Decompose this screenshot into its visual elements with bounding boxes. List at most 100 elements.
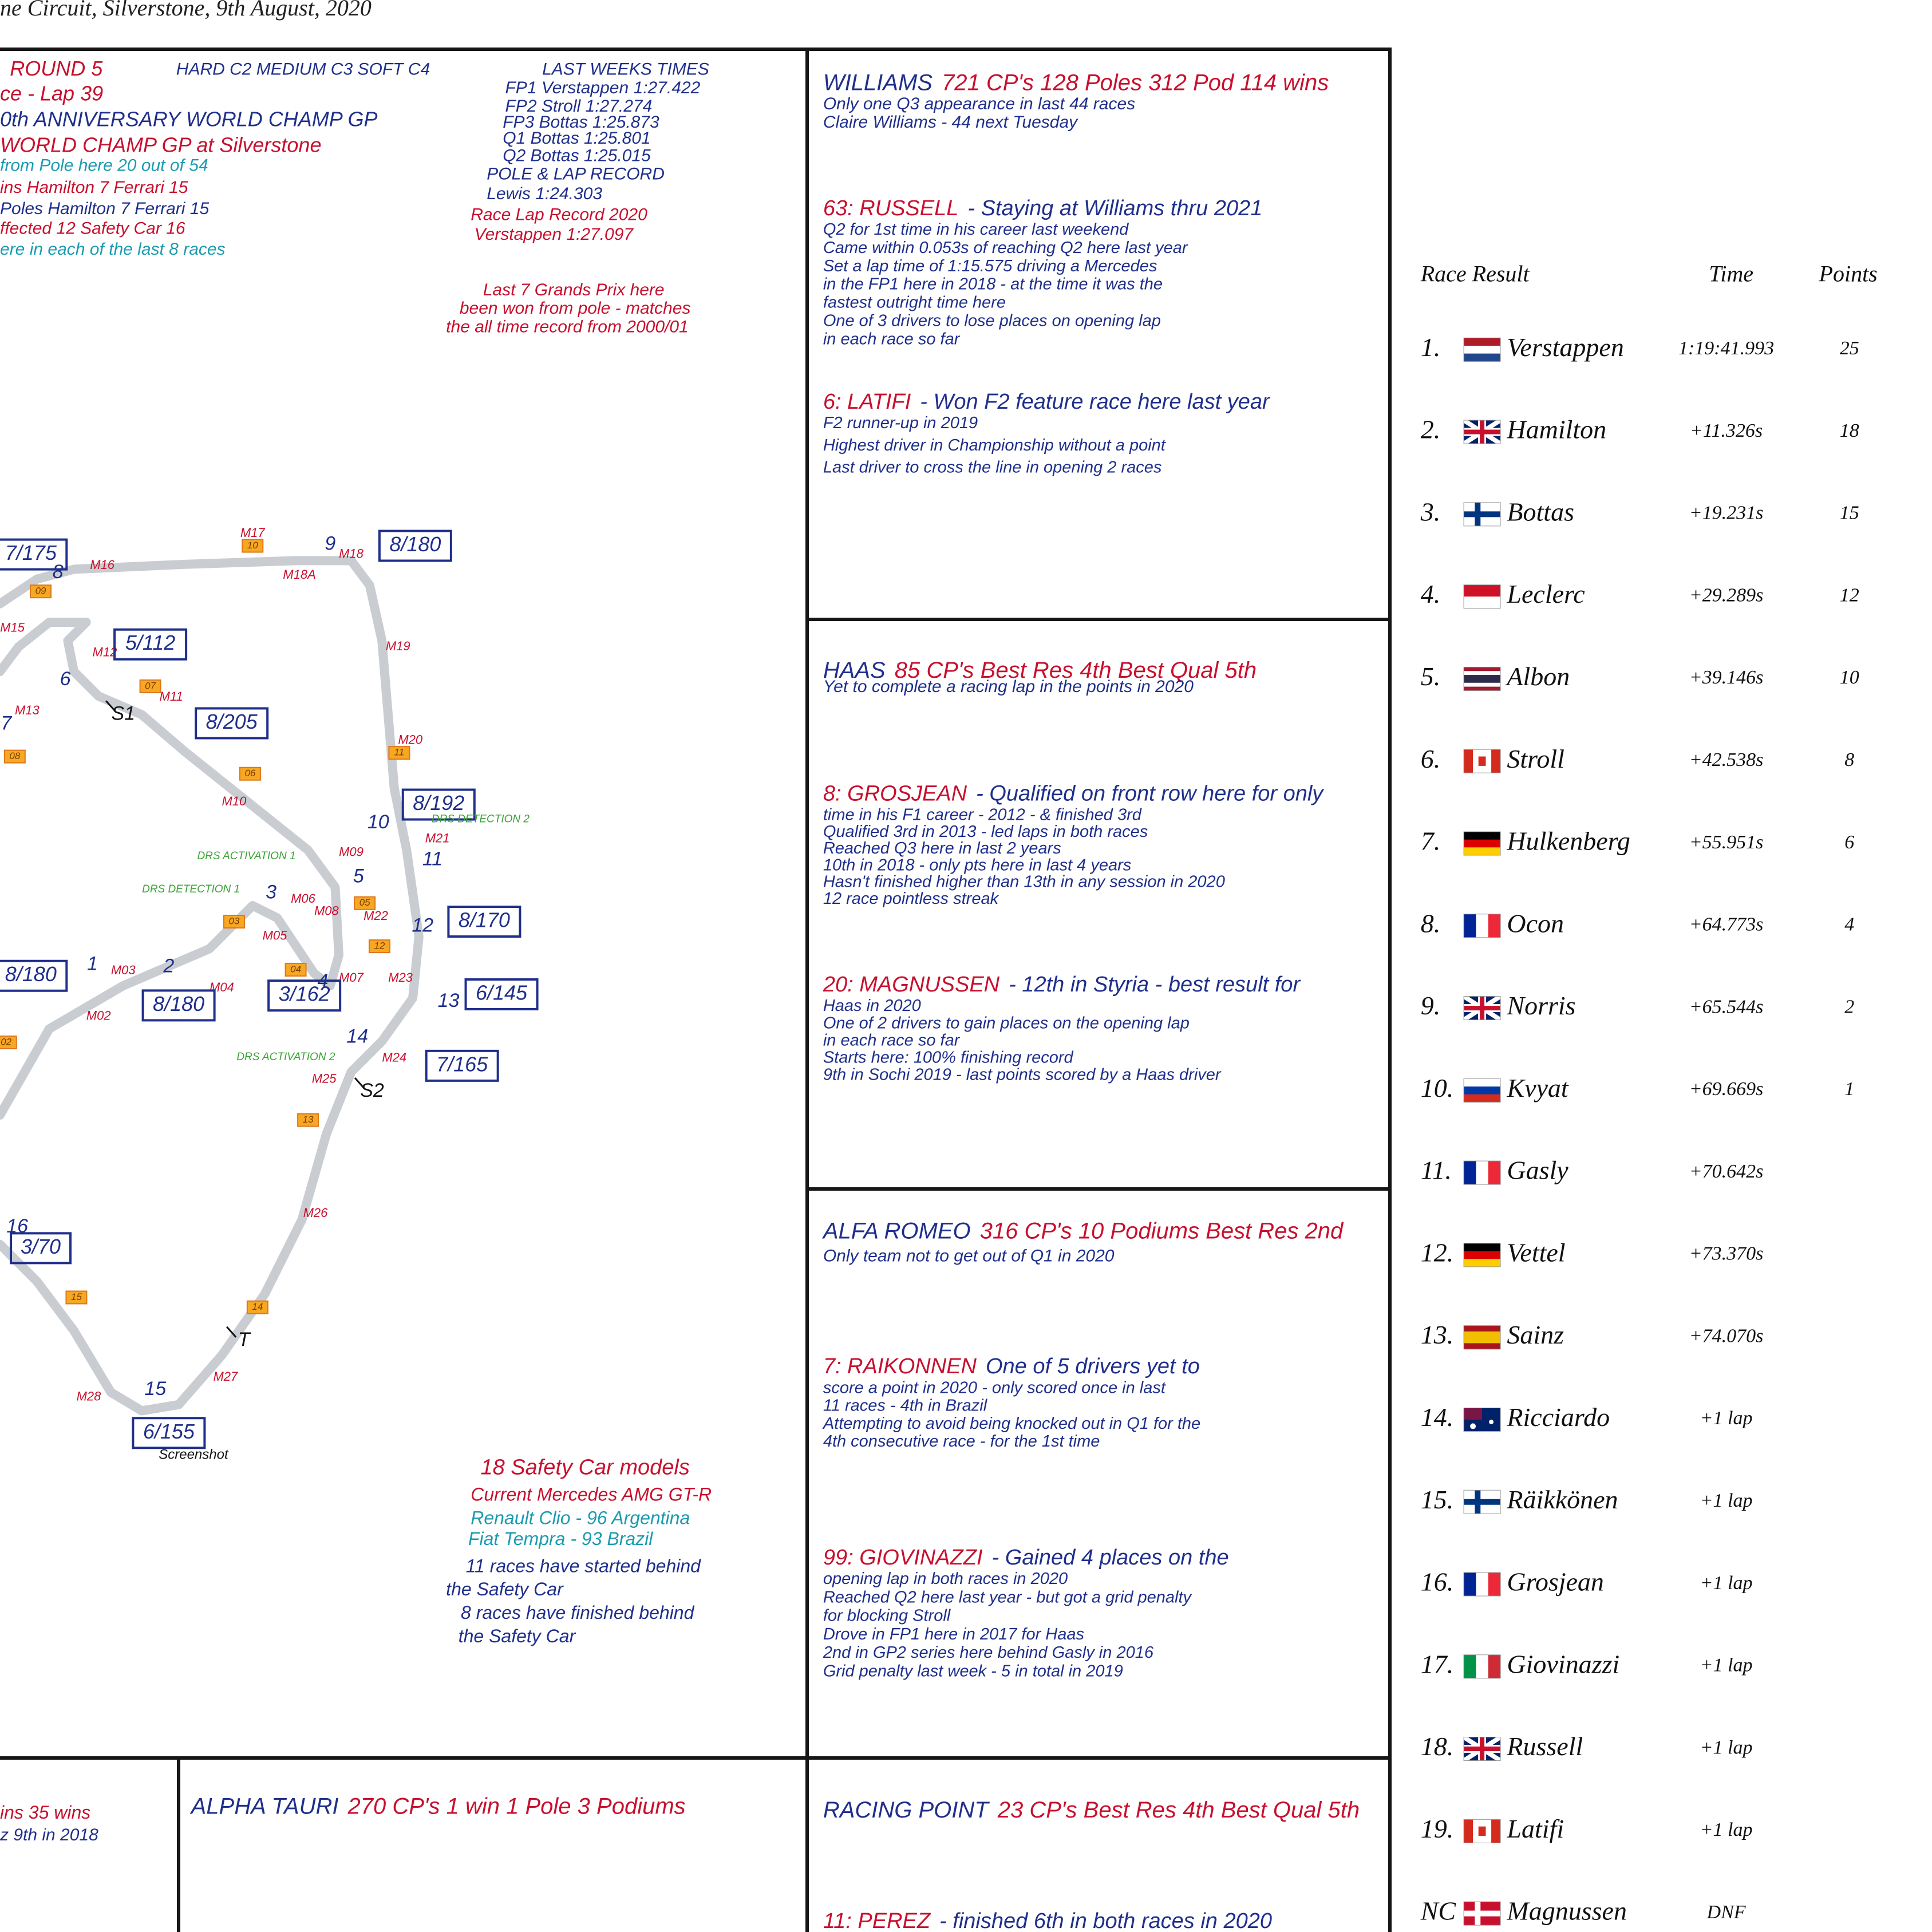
- drs-label: DRS ACTIVATION 1: [197, 850, 295, 862]
- header-location: ne Circuit, Silverstone, 9th August, 202…: [0, 0, 372, 21]
- safety-car-note: Fiat Tempra - 93 Brazil: [468, 1528, 653, 1549]
- flag-border: [1463, 1490, 1501, 1514]
- result-position: 7.: [1421, 827, 1441, 856]
- result-time: DNF: [1706, 1902, 1747, 1923]
- marker-label: M24: [382, 1050, 406, 1065]
- result-position: 12.: [1421, 1238, 1454, 1267]
- speed-label: 7/165: [436, 1052, 488, 1076]
- board-number: 12: [374, 941, 385, 951]
- driver-note: 12 race pointless streak: [823, 890, 999, 908]
- corner-number: 2: [163, 955, 174, 977]
- board-number: 15: [71, 1291, 82, 1302]
- result-time: +1 lap: [1700, 1573, 1753, 1594]
- sector-tick: [226, 1326, 237, 1338]
- fragment-note: z 9th in 2018: [0, 1826, 98, 1844]
- marker-label: M22: [364, 908, 388, 923]
- corner-number: 13: [438, 990, 460, 1012]
- flag-stripe: [1464, 1243, 1501, 1252]
- marker-label: M23: [388, 970, 413, 985]
- note-line: HAAS 85 CP's Best Res 4th Best Qual 5th: [823, 658, 1257, 683]
- flag-stripe: [1464, 667, 1501, 671]
- result-position: 5.: [1421, 662, 1441, 691]
- result-position: 1.: [1421, 333, 1441, 362]
- flag-border: [1463, 584, 1501, 609]
- flag-stripe: [1464, 1086, 1501, 1095]
- sector-label: S2: [360, 1080, 384, 1101]
- flag-stripe: [1464, 1654, 1476, 1678]
- driver-note: 10th in 2018 - only pts here in last 4 y…: [823, 856, 1131, 874]
- speed-label: 6/155: [143, 1420, 195, 1443]
- result-position: 14.: [1421, 1402, 1454, 1432]
- result-points: 12: [1840, 584, 1859, 606]
- note-lead: 23 CP's Best Res 4th Best Qual 5th: [997, 1797, 1360, 1823]
- driver-note: Last driver to cross the line in opening…: [823, 459, 1162, 477]
- driver-note: Haas in 2020: [823, 997, 921, 1015]
- result-time: +55.951s: [1689, 832, 1764, 853]
- driver-note: Came within 0.053s of reaching Q2 here l…: [823, 239, 1188, 257]
- driver-note: Grid penalty last week - 5 in total in 2…: [823, 1662, 1123, 1680]
- result-position: NC: [1420, 1897, 1457, 1926]
- result-time: +69.669s: [1689, 1078, 1764, 1100]
- result-position: 10.: [1421, 1073, 1454, 1103]
- result-position: 16.: [1421, 1567, 1454, 1597]
- marker-label: M07: [339, 970, 364, 985]
- race-note: Race Lap Record 2020: [471, 206, 647, 224]
- note-heading: WILLIAMS: [823, 70, 933, 95]
- flag-border: [1463, 1901, 1501, 1926]
- board-box: [3, 749, 26, 764]
- flag-stripe: [1464, 1343, 1501, 1350]
- corner-number: 15: [144, 1378, 166, 1400]
- flag-stripe: [1464, 675, 1501, 679]
- marker-label: M16: [90, 558, 115, 572]
- board-number: 04: [290, 963, 301, 974]
- note-lead: One of 5 drivers yet to: [986, 1354, 1200, 1378]
- result-position: 13.: [1421, 1320, 1454, 1349]
- flag-stripe: [1476, 1573, 1489, 1597]
- flag-stripe: [1491, 749, 1501, 773]
- board-number: 08: [9, 750, 20, 761]
- flag-border: [1463, 996, 1501, 1021]
- fragment-note: ins 35 wins: [0, 1802, 90, 1823]
- team-note: Only one Q3 appearance in last 44 races: [823, 94, 1135, 113]
- note-line: 6: LATIFI - Won F2 feature race here last…: [823, 390, 1270, 414]
- board-box: [368, 939, 390, 954]
- result-time: +1 lap: [1700, 1408, 1753, 1429]
- safety-car-note: 18 Safety Car models: [480, 1456, 689, 1480]
- result-time: +73.370s: [1689, 1243, 1764, 1265]
- race-note: from Pole here 20 out of 54: [0, 156, 208, 175]
- sector-label: T: [238, 1329, 251, 1350]
- note-line: 11: PEREZ - finished 6th in both races in…: [823, 1909, 1272, 1932]
- marker-label: M15: [0, 621, 25, 635]
- driver-note: Attempting to avoid being knocked out in…: [822, 1415, 1200, 1433]
- results-header: Race Result: [1420, 260, 1530, 286]
- marker-label: M12: [93, 645, 117, 659]
- speed-box: [401, 788, 476, 821]
- safety-car-note: the Safety Car: [446, 1579, 564, 1599]
- speed-label: 3/70: [21, 1235, 61, 1258]
- flag-stripe: [1464, 1408, 1483, 1420]
- speed-label: 8/180: [153, 992, 204, 1016]
- note-line: 7: RAIKONNEN One of 5 drivers yet to: [823, 1354, 1200, 1378]
- marker-label: M02: [86, 1009, 111, 1023]
- race-note: WORLD CHAMP GP at Silverstone: [0, 133, 321, 157]
- result-points: 2: [1844, 996, 1854, 1017]
- result-driver: Stroll: [1507, 744, 1564, 773]
- flag-border: [1463, 1407, 1501, 1432]
- race-note: been won from pole - matches: [460, 299, 691, 318]
- board-number: 02: [1, 1036, 11, 1047]
- speed-label: 6/145: [476, 981, 528, 1005]
- team-note: Claire Williams - 44 next Tuesday: [823, 113, 1078, 132]
- marker-label: M17: [240, 526, 266, 540]
- note-heading: 20: MAGNUSSEN: [823, 973, 1000, 997]
- board-box: [354, 896, 376, 910]
- flag-stripe: [1464, 1573, 1476, 1597]
- driver-note: fastest outright time here: [823, 294, 1006, 312]
- sector-tick: [105, 700, 116, 712]
- marker-label: M03: [111, 963, 136, 977]
- driver-note: Drove in FP1 here in 2017 for Haas: [823, 1625, 1084, 1643]
- result-time: +70.642s: [1689, 1161, 1764, 1182]
- race-note: Last 7 Grands Prix here: [483, 280, 665, 299]
- result-driver: Russell: [1506, 1732, 1583, 1761]
- flag-stripe: [1480, 1737, 1485, 1761]
